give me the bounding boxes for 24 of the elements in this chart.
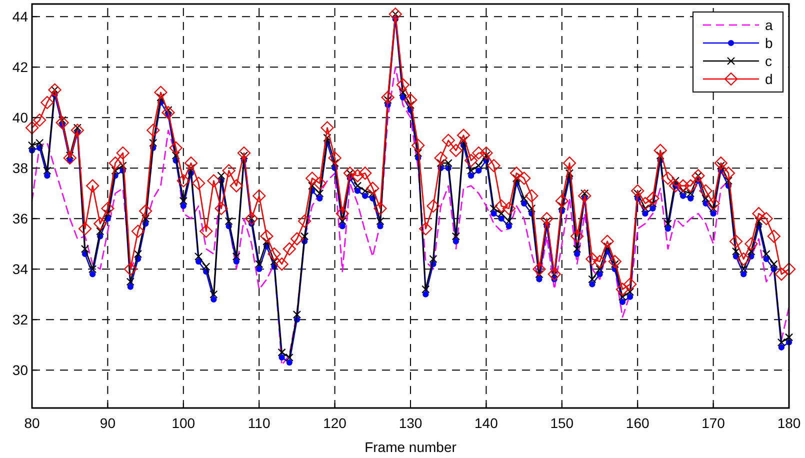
y-tick-label: 44	[12, 8, 28, 25]
y-tick-label: 40	[12, 110, 28, 126]
x-tick-label: 90	[100, 415, 116, 431]
x-tick-label: 80	[24, 415, 40, 431]
y-tick-label: 30	[12, 362, 28, 378]
x-axis-title: Frame number	[364, 439, 457, 455]
x-tick-label: 120	[323, 415, 347, 431]
legend-label: b	[765, 35, 773, 51]
legend-label: a	[765, 17, 773, 33]
y-tick-label: 36	[12, 210, 28, 227]
y-tick-label: 42	[12, 59, 28, 76]
x-tick-label: 180	[777, 415, 801, 431]
legend-label: c	[765, 53, 772, 69]
y-tick-label: 32	[12, 312, 28, 328]
x-tick-label: 150	[550, 415, 574, 431]
y-tick-label: 34	[12, 261, 28, 278]
y-tick-label: 38	[12, 160, 28, 176]
x-tick-label: 160	[626, 415, 650, 431]
legend-label: d	[765, 71, 773, 87]
x-tick-label: 140	[474, 415, 498, 431]
x-tick-label: 110	[248, 415, 270, 431]
x-tick-label: 100	[172, 415, 196, 431]
x-tick-label: 170	[702, 415, 726, 431]
x-tick-label: 130	[398, 415, 422, 431]
